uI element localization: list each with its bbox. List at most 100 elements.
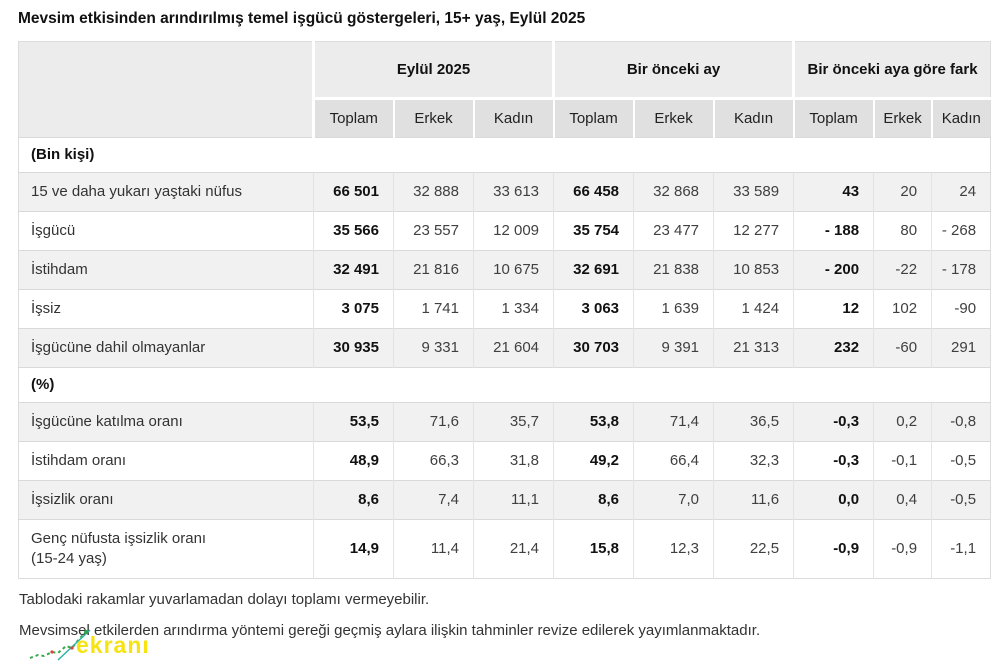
column-subheader: Kadın bbox=[712, 98, 794, 138]
column-subheader: Erkek bbox=[392, 98, 474, 138]
value-cell: 291 bbox=[931, 328, 991, 368]
column-subheader: Erkek bbox=[632, 98, 714, 138]
section-header-row: (%) bbox=[18, 367, 991, 403]
value-cell: 14,9 bbox=[313, 519, 394, 579]
value-cell: 66 458 bbox=[553, 172, 634, 212]
value-cell: 12,3 bbox=[633, 519, 714, 579]
value-cell: 21,4 bbox=[472, 519, 554, 579]
value-cell: 30 935 bbox=[313, 328, 394, 368]
value-cell: 33 589 bbox=[713, 172, 794, 212]
value-cell: -0,3 bbox=[793, 441, 874, 481]
value-cell: 71,4 bbox=[633, 402, 714, 442]
column-subheader: Kadın bbox=[472, 98, 554, 138]
value-cell: 35 754 bbox=[553, 211, 634, 251]
value-cell: 53,8 bbox=[553, 402, 634, 442]
value-cell: 24 bbox=[931, 172, 991, 212]
column-subheader: Toplam bbox=[312, 98, 394, 138]
value-cell: -0,3 bbox=[793, 402, 874, 442]
value-cell: -0,5 bbox=[931, 480, 991, 520]
value-cell: -22 bbox=[873, 250, 932, 290]
column-subheader: Toplam bbox=[552, 98, 634, 138]
value-cell: 21 838 bbox=[633, 250, 714, 290]
table-body: (Bin kişi) 15 ve daha yukarı yaştaki nüfu… bbox=[18, 137, 991, 579]
row-label: İşsizlik oranı bbox=[18, 480, 314, 520]
value-cell: 1 424 bbox=[713, 289, 794, 329]
value-cell: 35 566 bbox=[313, 211, 394, 251]
value-cell: 66,3 bbox=[393, 441, 474, 481]
value-cell: 12 bbox=[793, 289, 874, 329]
row-label: Genç nüfusta işsizlik oranı (15-24 yaş) bbox=[18, 519, 314, 579]
value-cell: 7,0 bbox=[633, 480, 714, 520]
value-cell: 11,4 bbox=[393, 519, 474, 579]
value-cell: 0,2 bbox=[873, 402, 932, 442]
value-cell: 36,5 bbox=[713, 402, 794, 442]
column-group-header: Bir önceki aya göre fark bbox=[792, 41, 991, 100]
value-cell: 23 557 bbox=[393, 211, 474, 251]
table-row: 15 ve daha yukarı yaştaki nüfus 66 501 32 … bbox=[18, 172, 991, 212]
column-group-header: Eylül 2025 bbox=[311, 41, 554, 100]
section-label: (Bin kişi) bbox=[18, 137, 991, 173]
value-cell: - 200 bbox=[793, 250, 874, 290]
table-row: İşgücüne katılma oranı 53,5 71,6 35,7 53,8 71… bbox=[18, 402, 991, 442]
value-cell: 10 675 bbox=[472, 250, 554, 290]
column-subheader-row: Toplam Erkek Kadın Toplam Erkek Kadın Toplam Er… bbox=[19, 98, 991, 138]
value-cell: 21 313 bbox=[713, 328, 794, 368]
value-cell: 21 604 bbox=[472, 328, 554, 368]
table-header: Eylül 2025 Bir önceki ay Bir önceki aya gö… bbox=[18, 41, 991, 138]
value-cell: -0,8 bbox=[931, 402, 991, 442]
value-cell: 48,9 bbox=[313, 441, 394, 481]
table-row: İşsiz 3 075 1 741 1 334 3 063 1 639 1 424 12 102… bbox=[18, 289, 991, 329]
row-label: İstihdam bbox=[18, 250, 314, 290]
value-cell: 3 075 bbox=[313, 289, 394, 329]
table-corner-cell bbox=[18, 41, 315, 138]
value-cell: 8,6 bbox=[553, 480, 634, 520]
table-row: İşsizlik oranı 8,6 7,4 11,1 8,6 7,0 11,6 0,0 0,4… bbox=[18, 480, 991, 520]
value-cell: 43 bbox=[793, 172, 874, 212]
row-label: İşgücüne dahil olmayanlar bbox=[18, 328, 314, 368]
column-group-row: Eylül 2025 Bir önceki ay Bir önceki aya gö… bbox=[18, 41, 991, 138]
value-cell: 35,7 bbox=[472, 402, 554, 442]
row-label: 15 ve daha yukarı yaştaki nüfus bbox=[18, 172, 314, 212]
page: Mevsim etkisinden arındırılmış temel işg… bbox=[18, 10, 992, 639]
value-cell: 66,4 bbox=[633, 441, 714, 481]
value-cell: -90 bbox=[931, 289, 991, 329]
value-cell: 31,8 bbox=[472, 441, 554, 481]
value-cell: -0,5 bbox=[931, 441, 991, 481]
column-subheader: Toplam bbox=[792, 98, 874, 138]
section-label: (%) bbox=[18, 367, 991, 403]
value-cell: 11,1 bbox=[472, 480, 554, 520]
value-cell: 3 063 bbox=[553, 289, 634, 329]
row-label: İşgücüne katılma oranı bbox=[18, 402, 314, 442]
value-cell: - 268 bbox=[931, 211, 991, 251]
section-header-row: (Bin kişi) bbox=[18, 137, 991, 173]
value-cell: 66 501 bbox=[313, 172, 394, 212]
value-cell: 20 bbox=[873, 172, 932, 212]
value-cell: 9 331 bbox=[393, 328, 474, 368]
table-row: İstihdam oranı 48,9 66,3 31,8 49,2 66,4 32,3 -0… bbox=[18, 441, 991, 481]
value-cell: 8,6 bbox=[313, 480, 394, 520]
value-cell: 0,4 bbox=[873, 480, 932, 520]
value-cell: 32 491 bbox=[313, 250, 394, 290]
value-cell: 33 613 bbox=[472, 172, 554, 212]
value-cell: 7,4 bbox=[393, 480, 474, 520]
value-cell: 32 888 bbox=[393, 172, 474, 212]
table-row: İstihdam 32 491 21 816 10 675 32 691 21 838 10… bbox=[18, 250, 991, 290]
page-title: Mevsim etkisinden arındırılmış temel işg… bbox=[18, 10, 586, 27]
value-cell: 12 277 bbox=[713, 211, 794, 251]
value-cell: 30 703 bbox=[553, 328, 634, 368]
value-cell: 32 868 bbox=[633, 172, 714, 212]
column-group-header: Bir önceki ay bbox=[552, 41, 794, 100]
value-cell: -0,9 bbox=[793, 519, 874, 579]
value-cell: 71,6 bbox=[393, 402, 474, 442]
value-cell: -0,1 bbox=[873, 441, 932, 481]
value-cell: 10 853 bbox=[713, 250, 794, 290]
value-cell: 1 639 bbox=[633, 289, 714, 329]
footnote-revision: Mevsimsel etkilerden arındırma yöntemi g… bbox=[19, 622, 761, 639]
value-cell: 1 334 bbox=[472, 289, 554, 329]
row-label: İşsiz bbox=[18, 289, 314, 329]
value-cell: 23 477 bbox=[633, 211, 714, 251]
value-cell: 80 bbox=[873, 211, 932, 251]
table-row: İşgücüne dahil olmayanlar 30 935 9 331 21 6… bbox=[18, 328, 991, 368]
row-label: İstihdam oranı bbox=[18, 441, 314, 481]
table-row: Genç nüfusta işsizlik oranı (15-24 yaş) 1… bbox=[18, 519, 991, 579]
